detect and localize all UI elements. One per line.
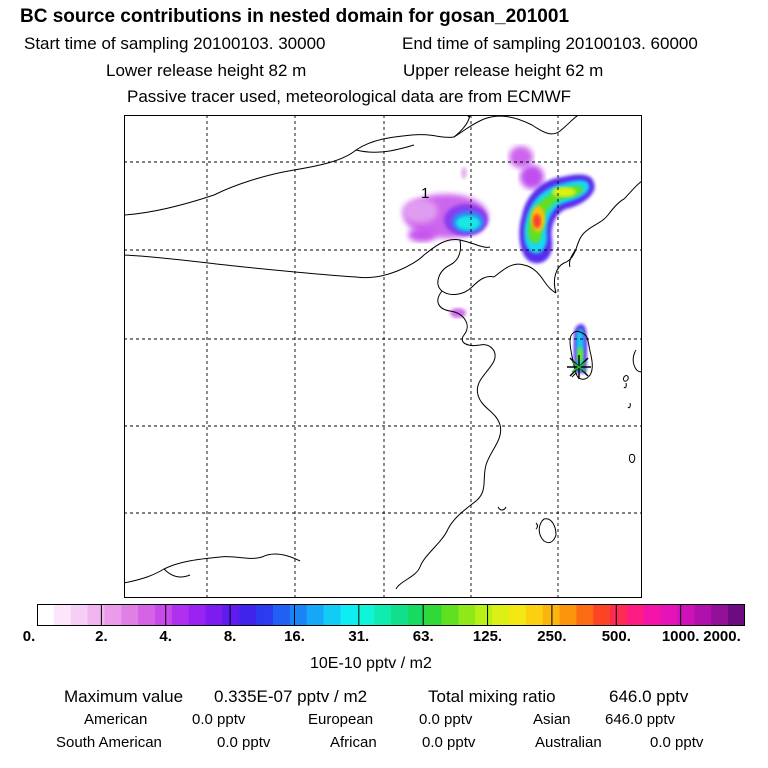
colorbar-tick-label: 0.: [22, 628, 36, 645]
colorbar-swatch: [728, 604, 745, 626]
coastline-borders: [124, 115, 642, 590]
colorbar-swatch: [424, 604, 443, 626]
lower-release-text: Lower release height 82 m: [106, 61, 307, 80]
max-value: 0.335E-07 pptv / m2: [214, 687, 368, 706]
colorbar-swatch: [104, 604, 122, 626]
max-value-label: Maximum value: [64, 687, 184, 706]
colorbar-tick-label: 2000.: [703, 628, 741, 645]
colorbar-swatch: [576, 604, 594, 626]
colorbar-swatch: [559, 604, 578, 626]
tracer-note-text: Passive tracer used, meteorological data…: [127, 87, 572, 106]
colorbar-swatch: [53, 604, 72, 626]
colorbar-swatch: [37, 604, 55, 626]
colorbar-swatch: [407, 604, 426, 626]
region-south-american-value: 0.0 pptv: [217, 734, 271, 751]
colorbar-swatch: [273, 604, 291, 626]
colorbar-tick-label: 63.: [412, 628, 434, 645]
asterisk-star-icon: [567, 355, 591, 379]
colorbar-swatch: [711, 604, 729, 626]
colorbar-swatch: [475, 604, 493, 626]
colorbar-swatch: [70, 604, 89, 626]
colorbar-swatch: [458, 604, 476, 626]
region-asian-label: Asian: [533, 711, 571, 728]
colorbar-frame: [37, 604, 745, 626]
colorbar-tick-label: 500.: [601, 628, 631, 645]
map-label: 1: [421, 185, 429, 202]
colorbar-swatch: [306, 604, 325, 626]
colorbar-swatch: [391, 604, 409, 626]
colorbar-swatch: [256, 604, 274, 626]
colorbar-tick-label: 16.: [284, 628, 305, 645]
colorbar-tick-label: 1000.: [661, 628, 700, 645]
plot-title: BC source contributions in nested domain…: [20, 6, 570, 27]
colorbar-tick-label: 250.: [537, 628, 567, 645]
colorbar-swatch: [188, 604, 207, 626]
colorbar-swatch: [155, 604, 173, 626]
region-australian-label: Australian: [535, 734, 602, 751]
colorbar-swatch: [593, 604, 611, 626]
colorbar-swatch: [171, 604, 190, 626]
colorbar-swatch: [610, 604, 628, 626]
total-mixing-value: 646.0 pptv: [609, 687, 689, 706]
colorbar-swatch: [323, 604, 342, 626]
colorbar-swatch: [627, 604, 645, 626]
colorbar-tick-label: 4.: [159, 628, 172, 645]
region-european-value: 0.0 pptv: [419, 711, 473, 728]
source-contribution-map: 1: [124, 115, 642, 598]
colorbar-swatch: [694, 604, 712, 626]
colorbar-swatch: [340, 604, 358, 626]
colorbar-tick-label: 125.: [472, 628, 503, 645]
end-time-text: End time of sampling 20100103. 60000: [402, 34, 698, 53]
region-european-label: European: [308, 711, 374, 728]
region-south-american-label: South American: [56, 734, 162, 751]
upper-release-text: Upper release height 62 m: [403, 61, 604, 80]
map-gridlines: [124, 115, 642, 598]
colorbar-swatch: [492, 604, 510, 626]
colorbar-swatch: [138, 604, 156, 626]
total-mixing-label: Total mixing ratio: [428, 687, 556, 706]
colorbar-swatch: [441, 604, 460, 626]
region-australian-value: 0.0 pptv: [650, 734, 704, 751]
region-african-label: African: [330, 734, 377, 751]
colorbar-swatch: [643, 604, 662, 626]
plume-northeast: [509, 146, 595, 264]
colorbar-tick-label: 8.: [223, 628, 237, 645]
region-asian-value: 646.0 pptv: [605, 711, 676, 728]
region-american-label: American: [84, 711, 148, 728]
colorbar-swatch: [677, 604, 696, 626]
plume-northwest: [402, 167, 488, 318]
colorbar-swatch: [222, 604, 240, 626]
colorbar-swatch: [509, 604, 527, 626]
colorbar-swatch: [239, 604, 257, 626]
colorbar-swatch: [357, 604, 375, 626]
colorbar-swatch: [87, 604, 106, 626]
region-african-value: 0.0 pptv: [422, 734, 476, 751]
colorbar-tick-label: 31.: [348, 628, 370, 645]
colorbar-swatch: [121, 604, 139, 626]
colorbar-swatch: [525, 604, 544, 626]
colorbar-swatch: [660, 604, 679, 626]
colorbar-swatch: [374, 604, 392, 626]
region-american-value: 0.0 pptv: [192, 711, 246, 728]
colorbar-swatch: [289, 604, 308, 626]
map-frame: [124, 115, 642, 598]
colorbar-tick-label: 2.: [95, 628, 108, 645]
colorbar-unit: 10E-10 pptv / m2: [310, 655, 432, 672]
colorbar: [37, 604, 745, 626]
start-time-text: Start time of sampling 20100103. 30000: [24, 34, 326, 53]
colorbar-swatch: [205, 604, 224, 626]
